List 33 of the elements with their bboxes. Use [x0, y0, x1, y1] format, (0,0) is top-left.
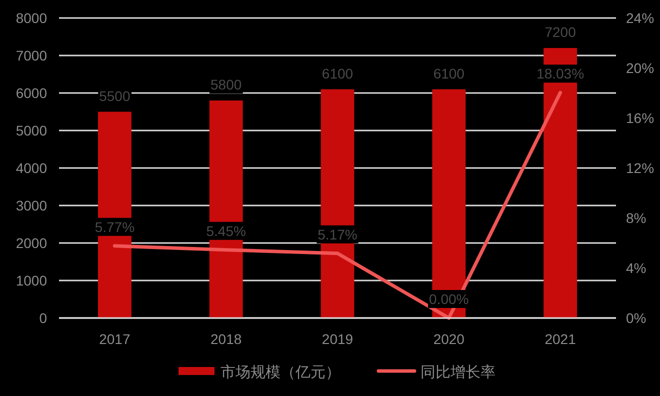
x-tick-label: 2019 — [322, 331, 354, 347]
y2-tick-label: 24% — [626, 10, 654, 26]
data-label: 5.17% — [318, 226, 358, 242]
x-tick-label: 2018 — [210, 331, 242, 347]
y2-tick-label: 0% — [626, 310, 646, 326]
y2-tick-label: 12% — [626, 160, 654, 176]
y-tick-label: 4000 — [16, 160, 48, 176]
y-tick-label: 7000 — [16, 48, 48, 64]
y-tick-label: 1000 — [16, 272, 48, 288]
x-tick-label: 2021 — [544, 331, 576, 347]
y2-tick-label: 4% — [626, 260, 646, 276]
data-label: 6100 — [322, 65, 354, 82]
y2-tick-label: 20% — [626, 60, 654, 76]
data-label: 18.03% — [536, 66, 584, 82]
data-label: 0.00% — [429, 291, 469, 307]
y-tick-label: 6000 — [16, 85, 48, 101]
y-tick-label: 3000 — [16, 198, 48, 214]
data-label: 5800 — [210, 76, 242, 92]
y2-tick-label: 8% — [626, 210, 646, 226]
legend-label: 市场规模（亿元） — [220, 364, 340, 381]
x-tick-label: 2020 — [433, 331, 465, 347]
legend-label: 同比增长率 — [420, 364, 496, 381]
data-label: 6100 — [433, 65, 465, 82]
y-tick-label: 0 — [39, 310, 48, 326]
y-tick-label: 2000 — [16, 235, 48, 251]
y-tick-label: 8000 — [16, 10, 48, 26]
x-tick-label: 2017 — [99, 331, 130, 347]
data-label: 5.45% — [206, 222, 246, 239]
data-label: 7200 — [544, 24, 576, 40]
data-label: 5.77% — [94, 218, 135, 235]
y-tick-label: 5000 — [16, 122, 48, 138]
y2-tick-label: 16% — [626, 110, 654, 126]
data-label: 5500 — [99, 88, 130, 104]
